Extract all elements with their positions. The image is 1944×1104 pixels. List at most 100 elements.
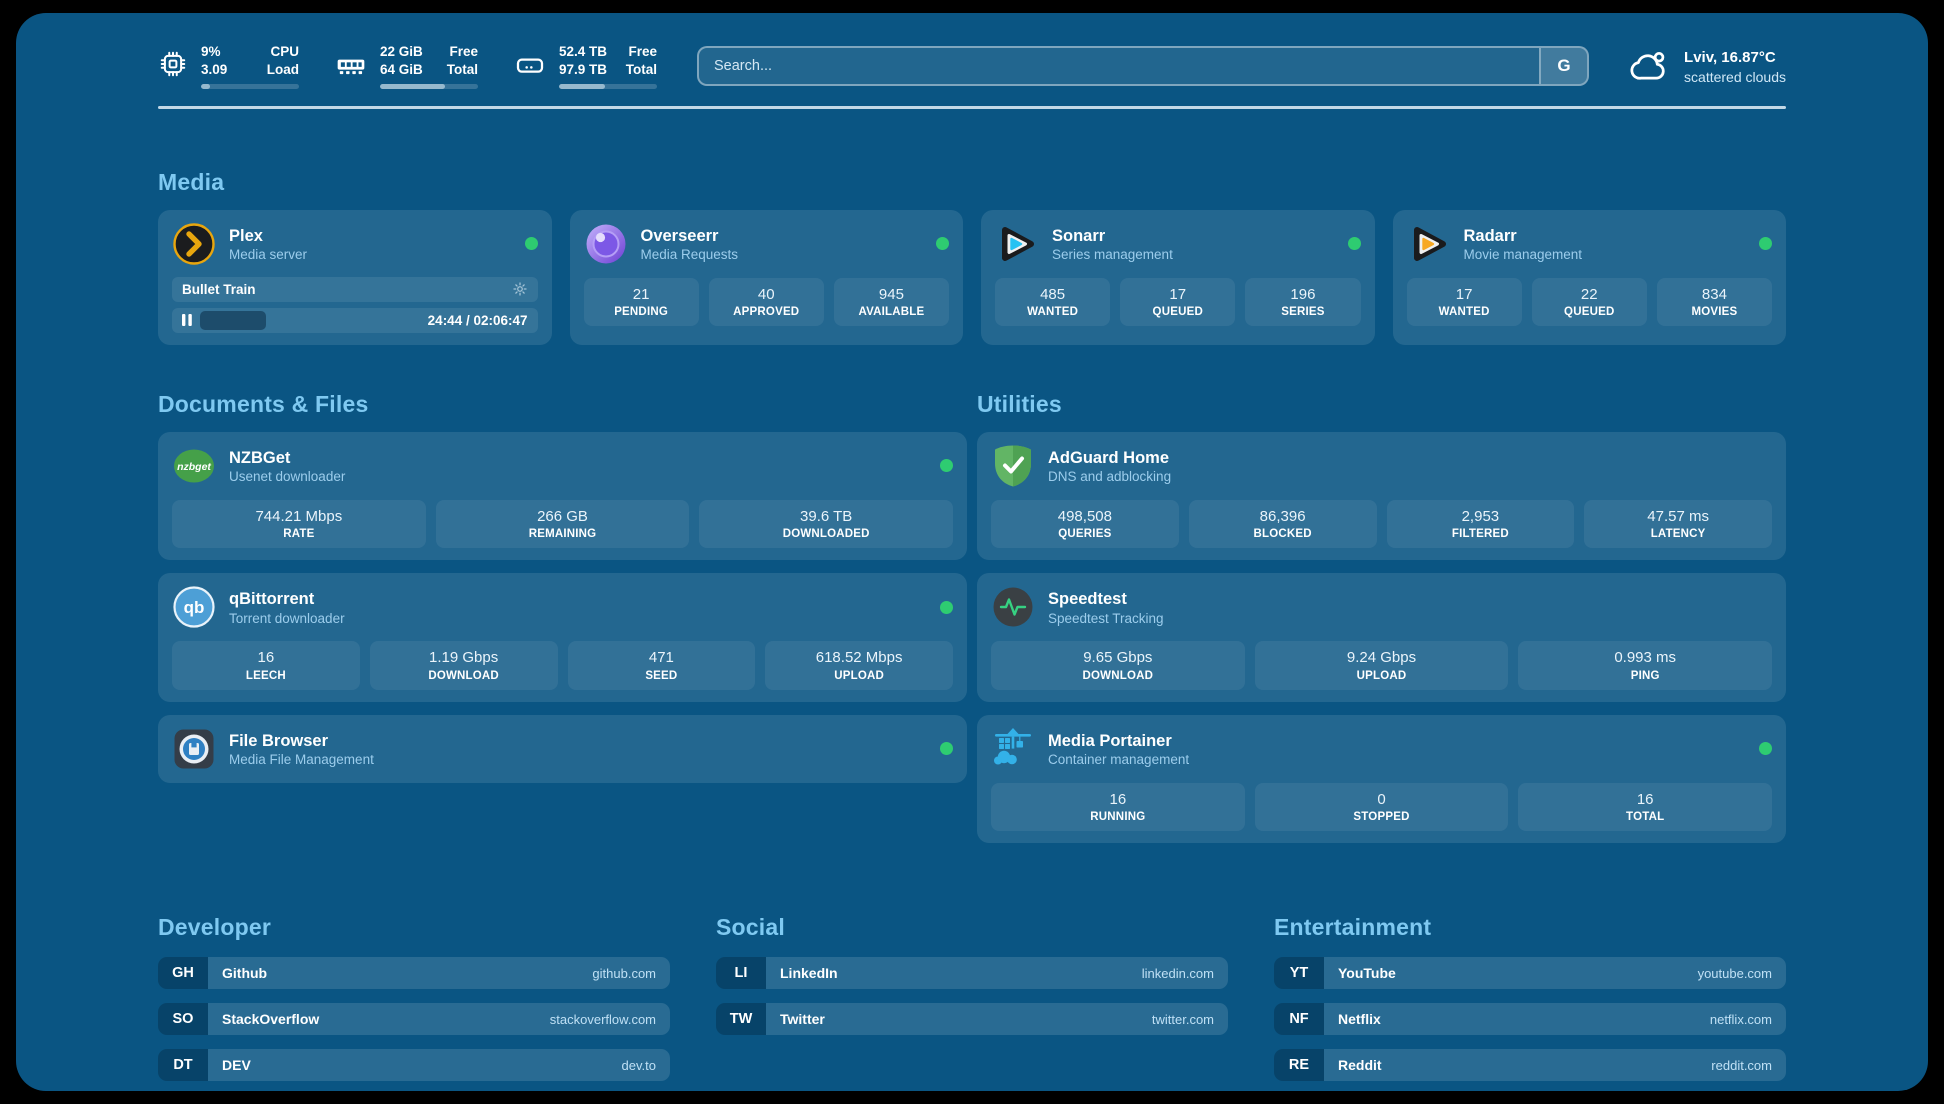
bookmark-netflix[interactable]: NF Netflix netflix.com — [1274, 1003, 1786, 1036]
bookmark-group-entertainment: Entertainment YT YouTube youtube.com NF N… — [1274, 856, 1786, 1091]
app-card-portainer[interactable]: Media Portainer Container management 16 R… — [977, 714, 1786, 844]
cpu-load-value: 3.09 — [201, 62, 228, 78]
gear-icon[interactable] — [512, 281, 528, 297]
stat-tile: 16 TOTAL — [1518, 782, 1773, 832]
plex-icon — [172, 222, 216, 266]
adguard-icon — [991, 444, 1035, 488]
pause-icon[interactable] — [182, 314, 192, 327]
search-bar: G — [697, 46, 1590, 87]
stat-tile: 16 RUNNING — [991, 782, 1245, 832]
now-playing-row: Bullet Train — [172, 276, 538, 302]
stat-tile: 86,396 BLOCKED — [1188, 499, 1377, 549]
section-title-entertainment: Entertainment — [1274, 914, 1432, 941]
bookmark-abbr: YT — [1274, 957, 1324, 990]
app-card-nzbget[interactable]: nzbget NZBGet Usenet downloader 744.21 M… — [158, 431, 967, 561]
stat-tile: 834 MOVIES — [1656, 277, 1773, 327]
app-name: Media Portainer — [1048, 731, 1172, 750]
stat-tile: 266 GB REMAINING — [435, 499, 690, 549]
app-subtitle: Speedtest Tracking — [1048, 610, 1164, 626]
bookmark-dev[interactable]: DT DEV dev.to — [158, 1049, 670, 1082]
search-engine-button[interactable]: G — [1539, 48, 1588, 85]
app-card-adguard[interactable]: AdGuard Home DNS and adblocking 498,508 Q… — [977, 431, 1786, 561]
online-status-dot — [940, 742, 953, 756]
online-status-dot — [1759, 742, 1772, 756]
stat-tile: 744.21 Mbps RATE — [172, 499, 426, 549]
app-card-radarr[interactable]: Radarr Movie management 17 WANTED 22 QUEUE… — [1392, 209, 1786, 345]
bookmark-url: github.com — [592, 965, 656, 981]
app-name: AdGuard Home — [1048, 448, 1170, 467]
storage-total-label: Total — [625, 62, 657, 78]
app-card-qbittorrent[interactable]: qb qBittorrent Torrent downloader 16 LEEC… — [158, 573, 967, 702]
stat-tile: 498,508 QUERIES — [991, 499, 1179, 549]
qbittorrent-icon: qb — [172, 585, 216, 629]
stat-tile: 2,953 FILTERED — [1386, 499, 1575, 549]
memory-free-label: Free — [449, 44, 478, 59]
header-divider — [158, 106, 1786, 109]
bookmark-twitter[interactable]: TW Twitter twitter.com — [716, 1003, 1228, 1036]
app-name: File Browser — [229, 731, 329, 750]
app-card-plex[interactable]: Plex Media server Bullet Train 24:44 / 0… — [158, 209, 552, 345]
app-card-overseerr[interactable]: Overseerr Media Requests 21 PENDING 40 APP… — [569, 209, 963, 345]
memory-meter — [380, 84, 478, 90]
overseerr-icon — [584, 222, 628, 266]
weather-widget: Lviv, 16.87°C scattered clouds — [1629, 47, 1786, 86]
online-status-dot — [1759, 237, 1772, 251]
bookmark-abbr: NF — [1274, 1003, 1324, 1036]
section-title-social: Social — [716, 914, 785, 941]
svg-text:qb: qb — [184, 598, 205, 617]
cpu-meter — [201, 84, 299, 90]
cpu-usage-value: 9% — [201, 44, 221, 59]
online-status-dot — [940, 459, 953, 473]
cpu-stat: 9% CPU 3.09 Load — [158, 43, 299, 90]
app-card-filebrowser[interactable]: File Browser Media File Management — [158, 714, 967, 783]
bookmark-name: Netflix — [1338, 1011, 1381, 1028]
memory-total-value: 64 GiB — [380, 62, 423, 78]
bookmark-linkedin[interactable]: LI LinkedIn linkedin.com — [716, 957, 1228, 990]
app-name: Radarr — [1463, 226, 1517, 245]
bookmark-url: stackoverflow.com — [549, 1011, 656, 1027]
app-subtitle: Media server — [229, 247, 308, 263]
app-card-speedtest[interactable]: Speedtest Speedtest Tracking 9.65 Gbps DO… — [977, 573, 1786, 702]
utilities-column: Utilities AdGuard Home DNS and adblockin… — [977, 345, 1786, 857]
storage-free-value: 52.4 TB — [559, 44, 608, 59]
cpu-load-label: Load — [266, 62, 299, 78]
storage-meter-fill — [559, 84, 605, 90]
stat-tile: 945 AVAILABLE — [833, 277, 950, 327]
bookmark-reddit[interactable]: RE Reddit reddit.com — [1274, 1049, 1786, 1082]
playback-bar[interactable]: 24:44 / 02:06:47 — [172, 307, 538, 333]
bookmark-name: YouTube — [1338, 965, 1396, 982]
weather-location: Lviv, 16.87°C — [1684, 48, 1776, 66]
stat-tile: 0 STOPPED — [1254, 782, 1509, 832]
hard-drive-icon — [514, 49, 546, 81]
storage-total-value: 97.9 TB — [559, 62, 608, 78]
dashboard-page: 9% CPU 3.09 Load 22 GiB Free 64 GiB Total — [16, 13, 1928, 1091]
app-subtitle: Series management — [1052, 247, 1173, 263]
weather-condition: scattered clouds — [1684, 68, 1786, 85]
stat-tile: 471 SEED — [567, 641, 756, 690]
online-status-dot — [1347, 237, 1361, 251]
system-stats: 9% CPU 3.09 Load 22 GiB Free 64 GiB Total — [158, 43, 657, 90]
section-title-utilities: Utilities — [977, 390, 1062, 417]
stat-tile: 16 LEECH — [172, 641, 360, 690]
search-input[interactable] — [697, 46, 1590, 87]
top-bar: 9% CPU 3.09 Load 22 GiB Free 64 GiB Total — [158, 13, 1786, 90]
online-status-dot — [940, 600, 953, 614]
bookmark-stackoverflow[interactable]: SO StackOverflow stackoverflow.com — [158, 1003, 670, 1036]
memory-meter-fill — [380, 84, 445, 90]
app-card-sonarr[interactable]: Sonarr Series management 485 WANTED 17 QUE… — [981, 209, 1375, 345]
filebrowser-icon — [172, 727, 216, 771]
app-name: Sonarr — [1052, 226, 1106, 245]
media-card-grid: Plex Media server Bullet Train 24:44 / 0… — [158, 209, 1786, 345]
stat-tile: 618.52 Mbps UPLOAD — [765, 641, 953, 690]
portainer-icon — [991, 727, 1035, 771]
bookmark-abbr: LI — [716, 957, 766, 990]
section-title-documents: Documents & Files — [158, 390, 369, 417]
bookmark-github[interactable]: GH Github github.com — [158, 957, 670, 990]
bookmark-youtube[interactable]: YT YouTube youtube.com — [1274, 957, 1786, 990]
app-subtitle: Torrent downloader — [229, 610, 345, 626]
bookmark-name: StackOverflow — [222, 1011, 320, 1028]
app-subtitle: Usenet downloader — [229, 469, 346, 485]
cpu-label: CPU — [270, 44, 299, 59]
app-name: qBittorrent — [229, 590, 315, 609]
chip-icon — [158, 49, 188, 79]
